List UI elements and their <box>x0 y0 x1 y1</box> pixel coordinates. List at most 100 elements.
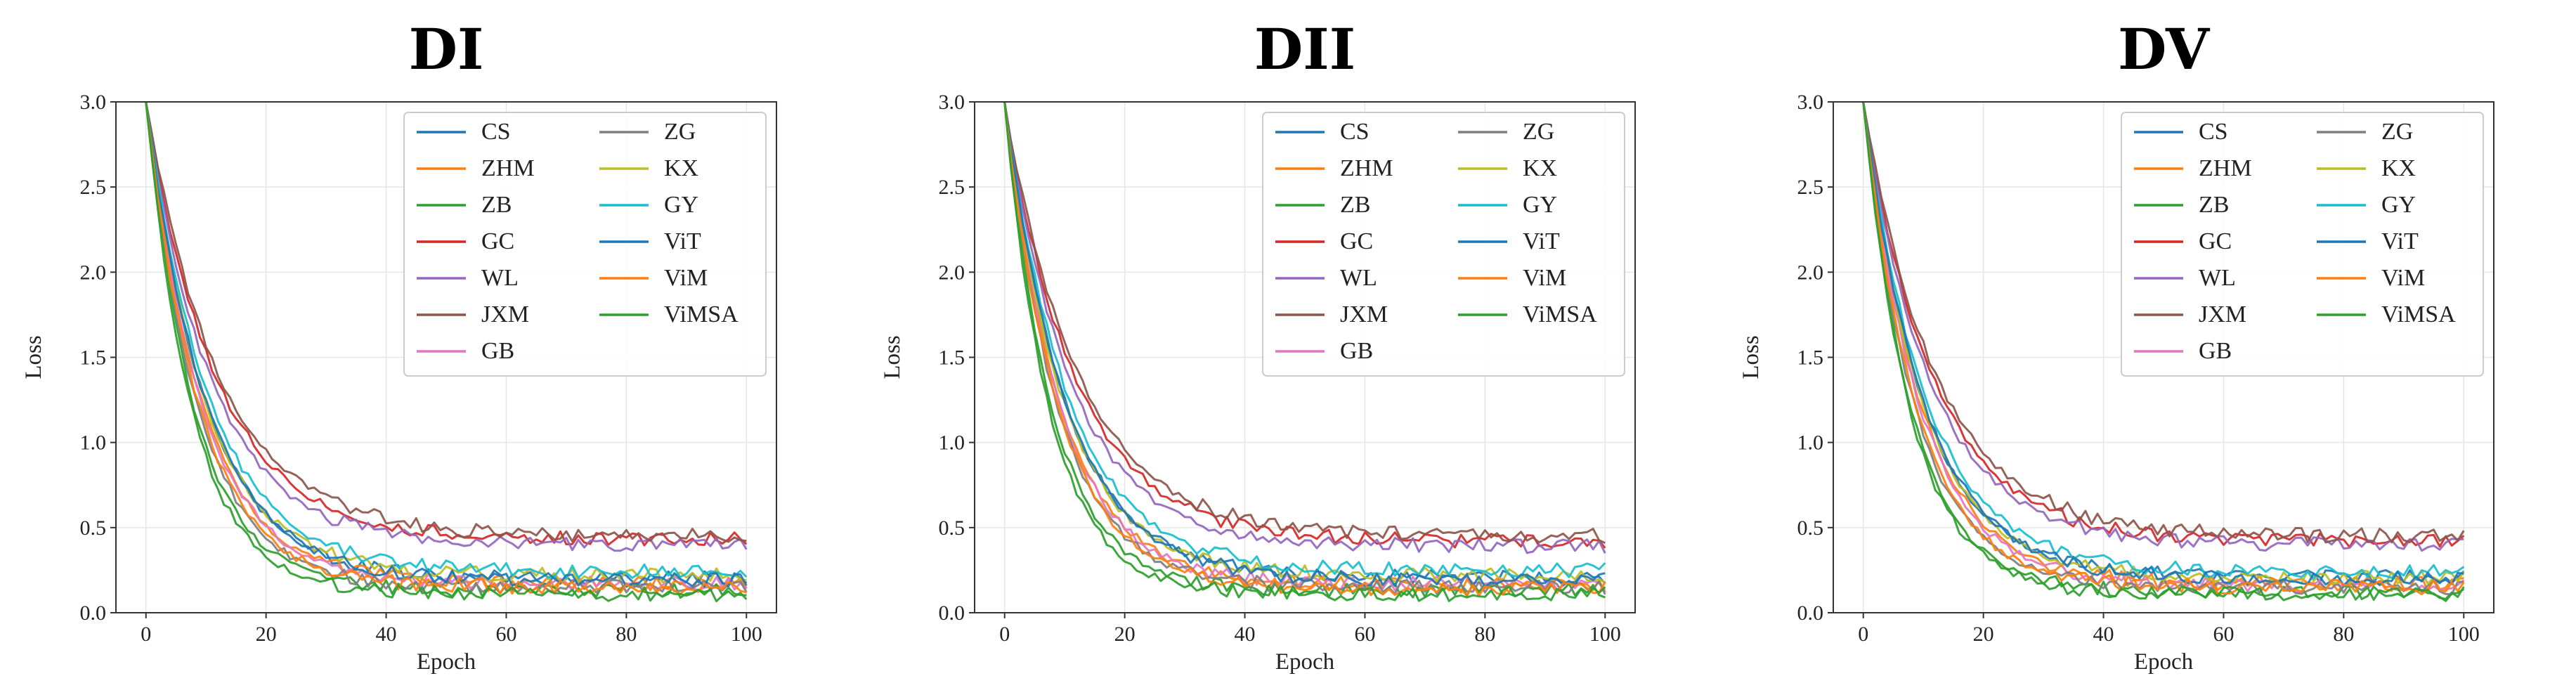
loss-chart-svg: DV 0 20 40 60 80 100 0.0 0.5 1.0 1.5 2.0 2.5 3.0 Epoch… <box>1738 16 2494 675</box>
legend-label-gy: GY <box>2381 192 2416 218</box>
x-tick-label: 60 <box>495 623 516 646</box>
chart-title: DI <box>409 16 484 82</box>
y-tick-label: 1.5 <box>80 346 107 370</box>
legend-label-cs: CS <box>481 119 511 145</box>
legend-label-jxm: JXM <box>2199 301 2246 327</box>
series-line-zb <box>1862 101 2465 600</box>
series-line-gc <box>1862 101 2465 549</box>
legend-label-jxm: JXM <box>1340 301 1388 327</box>
legend-label-vim: ViM <box>1523 265 1566 291</box>
series-line-vimsa <box>1003 101 1606 602</box>
x-tick-label: 60 <box>1354 623 1375 646</box>
x-tick-label: 0 <box>999 623 1010 646</box>
x-tick-label: 40 <box>1235 623 1256 646</box>
legend-label-zb: ZB <box>481 192 512 218</box>
series-line-gy <box>1862 101 2465 580</box>
chart-panel-di: DI 0 20 40 60 80 100 0.0 0.5 1.0 1.5 2.0 2.5 3.0 Epoch… <box>0 0 859 683</box>
series-line-jxm <box>1862 101 2465 544</box>
x-tick-label: 80 <box>2333 623 2354 646</box>
chart-title: DII <box>1254 16 1355 82</box>
legend: CS ZHM ZB GC WL JXM GB ZG KX GY ViT ViM ViMSA <box>2121 112 2484 377</box>
legend-label-vit: ViT <box>1523 228 1560 254</box>
legend-label-vit: ViT <box>2381 228 2419 254</box>
loss-chart-svg: DI 0 20 40 60 80 100 0.0 0.5 1.0 1.5 2.0 2.5 3.0 Epoch… <box>21 16 777 675</box>
y-tick-label: 1.0 <box>939 431 965 455</box>
legend-label-gy: GY <box>1523 192 1557 218</box>
y-tick-label: 0.0 <box>939 601 965 625</box>
loss-chart-svg: DII 0 20 40 60 80 100 0.0 0.5 1.0 1.5 2.0 2.5 3.0 Epoc… <box>880 16 1636 675</box>
legend: CS ZHM ZB GC WL JXM GB ZG KX GY ViT ViM ViMSA <box>403 112 767 377</box>
series-line-gy <box>1003 101 1606 578</box>
x-tick-label: 80 <box>616 623 637 646</box>
y-axis-label: Loss <box>880 335 905 379</box>
x-axis-label: Epoch <box>1275 649 1335 675</box>
legend-label-kx: KX <box>664 155 698 181</box>
legend-label-cs: CS <box>2199 119 2228 145</box>
legend-label-gy: GY <box>664 192 698 218</box>
legend-label-vimsa: ViMSA <box>1523 301 1597 327</box>
legend-label-cs: CS <box>1340 119 1370 145</box>
legend-label-kx: KX <box>1523 155 1557 181</box>
series-line-wl <box>1003 101 1606 554</box>
series-line-kx <box>1862 101 2465 585</box>
legend-label-zhm: ZHM <box>481 155 535 181</box>
legend-label-gc: GC <box>1340 228 1373 254</box>
series-line-gc <box>1003 101 1606 549</box>
legend-label-vimsa: ViMSA <box>664 301 739 327</box>
legend-label-zhm: ZHM <box>2199 155 2252 181</box>
legend-label-zhm: ZHM <box>1340 155 1393 181</box>
x-tick-label: 40 <box>2093 623 2114 646</box>
series-line-vimsa <box>1862 101 2465 602</box>
chart-panel-dii: DII 0 20 40 60 80 100 0.0 0.5 1.0 1.5 2.0 2.5 3.0 Epoc… <box>859 0 1717 683</box>
x-axis-label: Epoch <box>417 649 476 675</box>
series-line-vim <box>1003 101 1606 597</box>
series-line-kx <box>1003 101 1606 584</box>
legend-label-zg: ZG <box>664 119 696 145</box>
legend-label-gb: GB <box>481 338 514 364</box>
legend-label-gc: GC <box>2199 228 2232 254</box>
x-tick-label: 20 <box>256 623 277 646</box>
y-tick-label: 2.5 <box>939 176 965 199</box>
legend-label-zg: ZG <box>1523 119 1554 145</box>
series-line-gy <box>145 101 748 580</box>
y-tick-label: 0.5 <box>1797 516 1824 540</box>
y-tick-label: 1.5 <box>939 346 965 370</box>
x-tick-label: 20 <box>1973 623 1994 646</box>
y-tick-label: 0.0 <box>1797 601 1824 625</box>
y-tick-label: 2.5 <box>1797 176 1824 199</box>
chart-title: DV <box>2118 16 2211 82</box>
legend-label-vim: ViM <box>2381 265 2425 291</box>
y-tick-label: 2.5 <box>80 176 107 199</box>
y-tick-label: 0.5 <box>939 516 965 540</box>
y-tick-label: 1.0 <box>80 431 107 455</box>
y-tick-label: 2.0 <box>1797 261 1824 284</box>
series-line-vim <box>1862 101 2465 596</box>
legend-label-wl: WL <box>1340 265 1377 291</box>
legend-label-vimsa: ViMSA <box>2381 301 2456 327</box>
legend-label-gb: GB <box>1340 338 1373 364</box>
legend: CS ZHM ZB GC WL JXM GB ZG KX GY ViT ViM ViMSA <box>1262 112 1625 377</box>
series-line-jxm <box>145 101 747 543</box>
y-tick-label: 2.0 <box>939 261 965 284</box>
y-tick-label: 0.5 <box>80 516 107 540</box>
x-tick-label: 60 <box>2213 623 2234 646</box>
x-tick-label: 0 <box>141 623 151 646</box>
series-line-vimsa <box>145 101 748 603</box>
series-line-vim <box>145 101 747 595</box>
y-tick-label: 3.0 <box>939 91 965 114</box>
y-axis-label: Loss <box>1738 335 1764 379</box>
x-tick-label: 40 <box>376 623 397 646</box>
legend-label-zg: ZG <box>2381 119 2413 145</box>
series-lines <box>145 101 748 603</box>
series-line-gc <box>145 101 748 547</box>
y-tick-label: 0.0 <box>80 601 107 625</box>
y-tick-label: 3.0 <box>80 91 107 114</box>
legend-label-zb: ZB <box>1340 192 1370 218</box>
series-line-wl <box>145 101 748 552</box>
x-tick-label: 100 <box>731 623 762 646</box>
chart-panel-dv: DV 0 20 40 60 80 100 0.0 0.5 1.0 1.5 2.0 2.5 3.0 Epoch… <box>1717 0 2576 683</box>
x-tick-label: 0 <box>1858 623 1868 646</box>
x-tick-label: 20 <box>1114 623 1136 646</box>
legend-label-jxm: JXM <box>481 301 529 327</box>
legend-label-vim: ViM <box>664 265 708 291</box>
